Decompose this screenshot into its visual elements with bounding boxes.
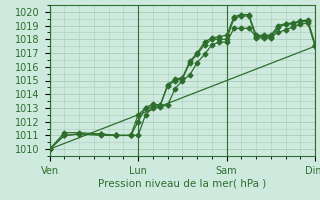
X-axis label: Pression niveau de la mer( hPa ): Pression niveau de la mer( hPa ): [98, 179, 267, 188]
